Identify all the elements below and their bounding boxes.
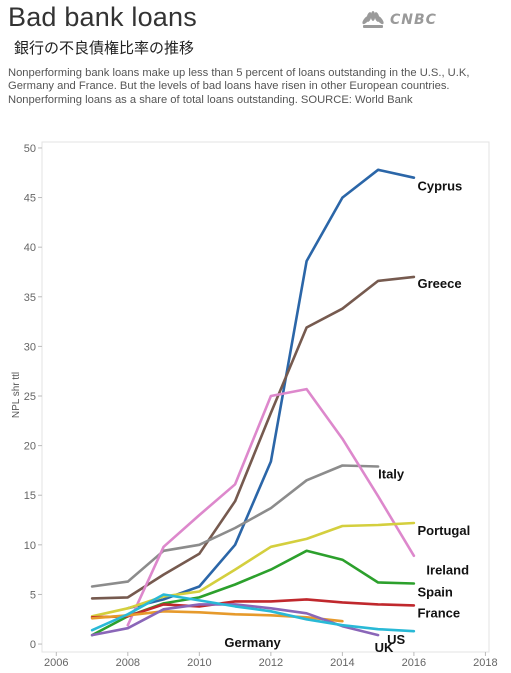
series-label-italy: Italy	[378, 466, 405, 481]
series-line-ireland[interactable]	[126, 387, 416, 627]
series-line-italy[interactable]	[90, 464, 380, 588]
y-tick-label: 25	[24, 391, 36, 403]
x-tick-label: 2016	[402, 657, 426, 669]
y-tick-label: 40	[24, 242, 36, 254]
chart-axes: 0 5 10 15 20 25 30 35 40 45 50 2006 2008 2010 2012 2014…	[24, 141, 498, 669]
x-tick-label: 2012	[259, 657, 283, 669]
chart-series-labels: Cyprus Greece Italy Ireland Portugal Spain Fra…	[224, 179, 470, 655]
x-tick-label: 2010	[187, 657, 211, 669]
series-label-spain: Spain	[417, 584, 452, 599]
x-tick-label: 2018	[473, 657, 497, 669]
y-tick-label: 45	[24, 193, 36, 205]
y-tick-label: 35	[24, 292, 36, 304]
chart-subtitle: 銀行の不良債権比率の推移	[14, 39, 195, 57]
logo-text: CNBC	[390, 12, 437, 28]
series-line-us[interactable]	[90, 593, 416, 633]
series-line-portugal[interactable]	[90, 521, 416, 618]
y-axis-label: NPL shr ttl	[11, 372, 22, 418]
y-tick-label: 5	[30, 589, 36, 601]
series-line-cyprus[interactable]	[126, 168, 416, 610]
x-tick-label: 2014	[330, 657, 354, 669]
y-tick-label: 50	[24, 143, 36, 155]
y-tick-label: 20	[24, 441, 36, 453]
chart-title: Bad bank loans	[8, 2, 197, 32]
series-label-cyprus: Cyprus	[417, 179, 462, 194]
series-label-france: France	[417, 605, 460, 620]
series-label-ireland: Ireland	[426, 563, 469, 578]
cnbc-logo[interactable]: CNBC	[360, 11, 437, 29]
series-label-uk: UK	[375, 640, 394, 655]
series-line-uk[interactable]	[90, 603, 380, 637]
series-label-greece: Greece	[417, 276, 461, 291]
y-tick-label: 10	[24, 540, 36, 552]
plot-frame	[41, 141, 490, 653]
y-tick-label: 0	[30, 639, 36, 651]
y-tick-label: 15	[24, 490, 36, 502]
series-label-germany: Germany	[224, 635, 281, 650]
x-tick-label: 2006	[44, 657, 68, 669]
nbc-peacock-icon	[362, 11, 384, 28]
y-tick-label: 30	[24, 341, 36, 353]
x-tick-label: 2008	[116, 657, 140, 669]
chart-series-lines	[90, 168, 416, 637]
series-label-portugal: Portugal	[417, 523, 470, 538]
series-line-france[interactable]	[90, 598, 416, 619]
chart-description: Nonperforming bank loans make up less th…	[8, 67, 470, 106]
series-label-us: US	[387, 632, 405, 647]
